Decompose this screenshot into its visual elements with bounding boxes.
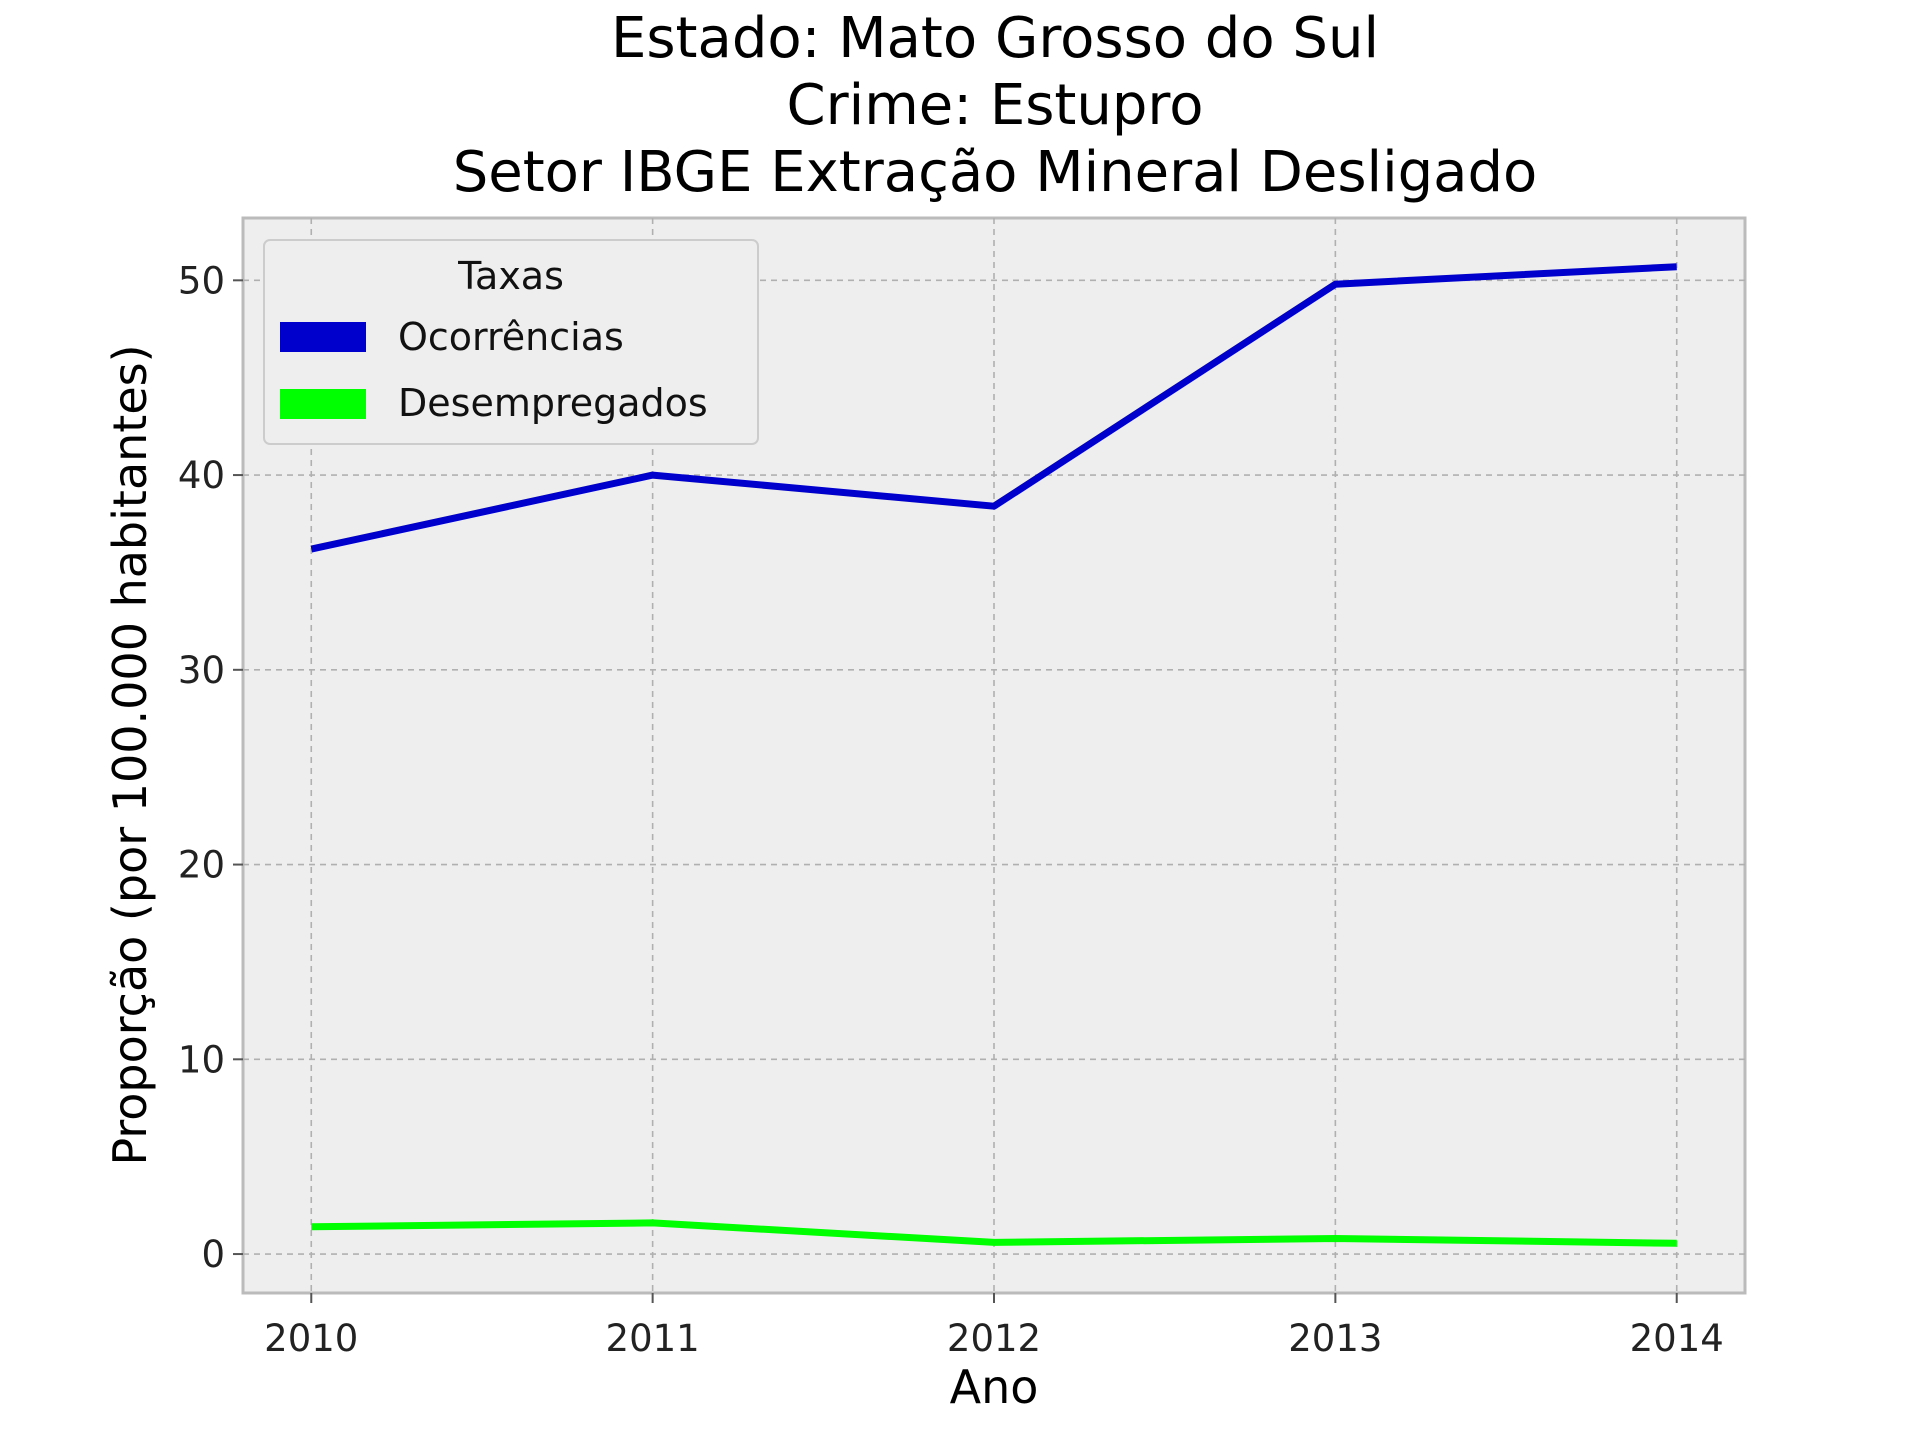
x-tick-label: 2012 [947,1317,1041,1360]
y-tick-label: 40 [178,454,225,497]
title-line-2: Crime: Estupro [787,73,1204,138]
legend-box [263,239,759,445]
y-tick-label: 30 [178,649,225,692]
x-tick-label: 2011 [606,1317,700,1360]
title-line-3: Setor IBGE Extração Mineral Desligado [453,140,1538,205]
chart-title: Estado: Mato Grosso do Sul Crime: Estupr… [453,6,1538,205]
series-line-desempregados [311,1219,1677,1247]
x-axis-label: Ano [950,1360,1039,1414]
legend-label-desempregados: Desempregados [398,381,708,425]
legend: Taxas Ocorrências Desempregados [263,239,759,445]
series-line-ocorrencias [310,263,1677,553]
y-tick-label: 20 [178,844,225,887]
title-line-1: Estado: Mato Grosso do Sul [611,6,1379,71]
y-axis-ticks: 0 10 20 30 40 50 [178,259,243,1276]
x-axis-ticks: 2010 2011 2012 2013 2014 [264,1293,1724,1360]
legend-swatch-desempregados [280,389,366,419]
y-tick-label: 50 [178,259,225,302]
x-tick-label: 2013 [1288,1317,1382,1360]
y-tick-label: 10 [178,1038,225,1081]
data-series [310,263,1677,1247]
y-tick-label: 0 [201,1233,225,1276]
legend-title: Taxas [457,254,564,298]
legend-swatch-ocorrencias [280,322,366,352]
x-tick-label: 2014 [1630,1317,1724,1360]
y-axis-label: Proporção (por 100.000 habitantes) [103,344,157,1165]
legend-label-ocorrencias: Ocorrências [398,315,624,359]
x-tick-label: 2010 [264,1317,358,1360]
